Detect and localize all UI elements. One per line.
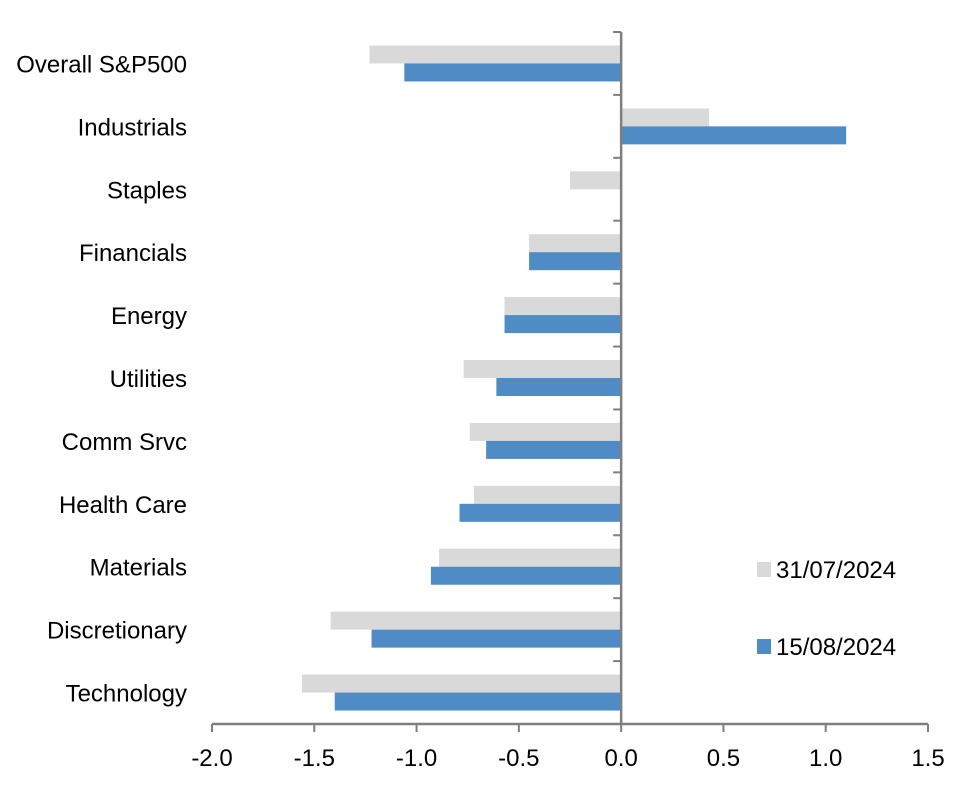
legend-swatch: [757, 562, 771, 577]
bar-gray: [570, 171, 622, 190]
bar-gray: [369, 45, 622, 64]
legend-label: 15/08/2024: [776, 634, 896, 661]
bar-blue: [334, 692, 622, 711]
category-label: Comm Srvc: [62, 429, 187, 456]
category-label: Discretionary: [47, 618, 187, 645]
bar-gray: [504, 297, 622, 316]
category-label: Health Care: [59, 492, 187, 519]
bar-gray: [529, 234, 622, 253]
bar-blue: [529, 252, 622, 271]
bar-blue: [504, 315, 622, 334]
bar-blue: [621, 126, 847, 145]
bar-gray: [439, 548, 622, 567]
x-tick-label: -1.5: [294, 745, 335, 772]
bar-blue: [459, 503, 622, 522]
bar-gray: [302, 674, 622, 693]
bar-blue: [496, 378, 622, 396]
x-tick-label: -2.0: [191, 745, 232, 772]
x-tick-label: -1.0: [396, 745, 437, 772]
bar-blue: [371, 629, 622, 648]
x-tick-label: 0.5: [707, 745, 740, 772]
bar-blue: [486, 440, 622, 459]
legend-label: 31/07/2024: [776, 557, 896, 584]
x-tick-label: 1.5: [911, 745, 944, 772]
category-label: Materials: [90, 555, 187, 582]
bar-gray: [621, 108, 710, 127]
bar-blue: [430, 566, 622, 585]
category-label: Overall S&P500: [16, 51, 187, 78]
x-tick-label: 1.0: [809, 745, 842, 772]
legend-swatch: [757, 639, 771, 654]
bar-gray: [330, 611, 622, 630]
bar-gray: [463, 360, 622, 378]
category-label: Financials: [79, 240, 187, 267]
x-tick-label: -0.5: [498, 745, 539, 772]
bar-gray: [469, 422, 622, 441]
bar-blue: [404, 63, 622, 82]
bar-gray: [473, 485, 622, 504]
category-label: Utilities: [110, 366, 187, 393]
category-label: Technology: [66, 681, 187, 708]
x-tick-label: 0.0: [604, 745, 637, 772]
category-label: Energy: [111, 303, 187, 330]
category-label: Staples: [107, 177, 187, 204]
category-label: Industrials: [78, 114, 187, 141]
